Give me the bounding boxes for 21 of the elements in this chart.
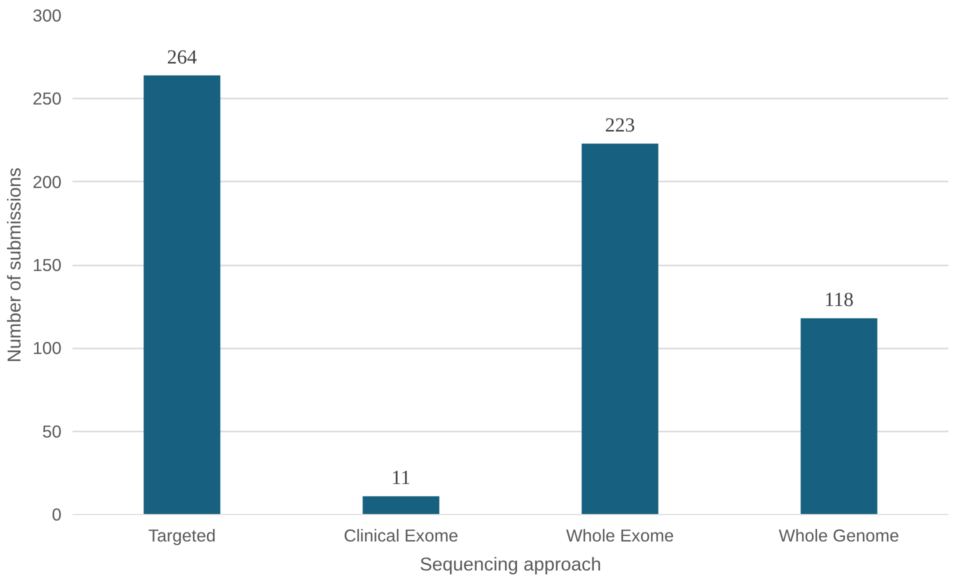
bar	[800, 318, 878, 514]
x-tick-label: Targeted	[148, 526, 216, 546]
y-tick-label: 250	[32, 88, 62, 109]
y-tick-label: 150	[32, 255, 62, 275]
y-tick-label: 300	[32, 6, 62, 26]
y-tick-label: 200	[32, 172, 62, 192]
y-tick-label: 100	[32, 338, 62, 358]
bar	[362, 496, 440, 514]
data-label: 223	[605, 114, 635, 137]
data-label: 118	[824, 289, 854, 312]
bar	[582, 144, 658, 514]
y-tick-label: 0	[52, 504, 62, 524]
y-axis-title: Number of submissions	[4, 168, 25, 362]
bar	[144, 75, 220, 514]
y-tick-label: 50	[42, 421, 62, 442]
x-tick-label: Whole Genome	[778, 526, 900, 546]
data-label: 264	[167, 46, 197, 68]
x-axis-title: Sequencing approach	[420, 554, 602, 574]
x-tick-label: Clinical Exome	[344, 526, 458, 546]
x-tick-label: Whole Exome	[566, 526, 674, 546]
data-label: 11	[391, 467, 411, 490]
